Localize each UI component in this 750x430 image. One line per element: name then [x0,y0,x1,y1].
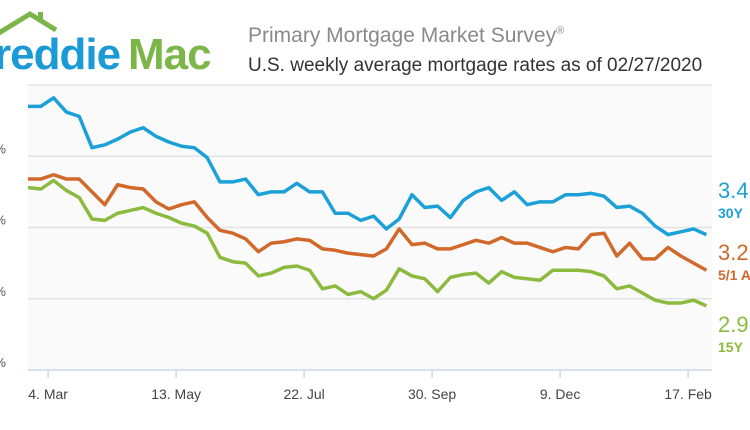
end-value-label: 3.4 [718,178,749,203]
y-tick-label: 4.00% [0,141,6,156]
series-line-30y-frm [28,96,708,237]
series-line-5-1-arm [28,173,708,272]
x-tick-label: 22. Jul [283,386,324,402]
series-line-15y-frm [27,178,708,308]
y-tick-label: 3.50% [0,213,6,228]
house-roof-icon [0,11,58,36]
end-series-name: 30Y [718,205,743,221]
logo-text-mac: Mac [128,30,212,79]
logo-text-reddie: reddie [0,30,121,79]
title-text: Primary Mortgage Market Survey [248,24,557,47]
chart-title: Primary Mortgage Market Survey® [248,24,564,48]
x-tick-label: 30. Sep [408,386,456,402]
registered-mark: ® [556,25,565,37]
end-value-label: 3.2 [718,240,749,265]
x-tick-label: 4. Mar [28,386,68,402]
x-tick-label: 17. Feb [664,386,712,402]
y-tick-label: 2.50% [0,355,6,370]
x-tick-label: 13. May [151,386,201,402]
x-tick-label: 9. Dec [540,386,580,402]
chart-subtitle: U.S. weekly average mortgage rates as of… [248,55,703,76]
freddie-mac-logo: reddie Mac [0,8,224,79]
end-value-label: 2.9 [718,312,749,337]
end-series-name: 15Y [718,339,743,355]
end-series-name: 5/1 A [718,267,750,283]
y-tick-label: 3.00% [0,284,6,299]
